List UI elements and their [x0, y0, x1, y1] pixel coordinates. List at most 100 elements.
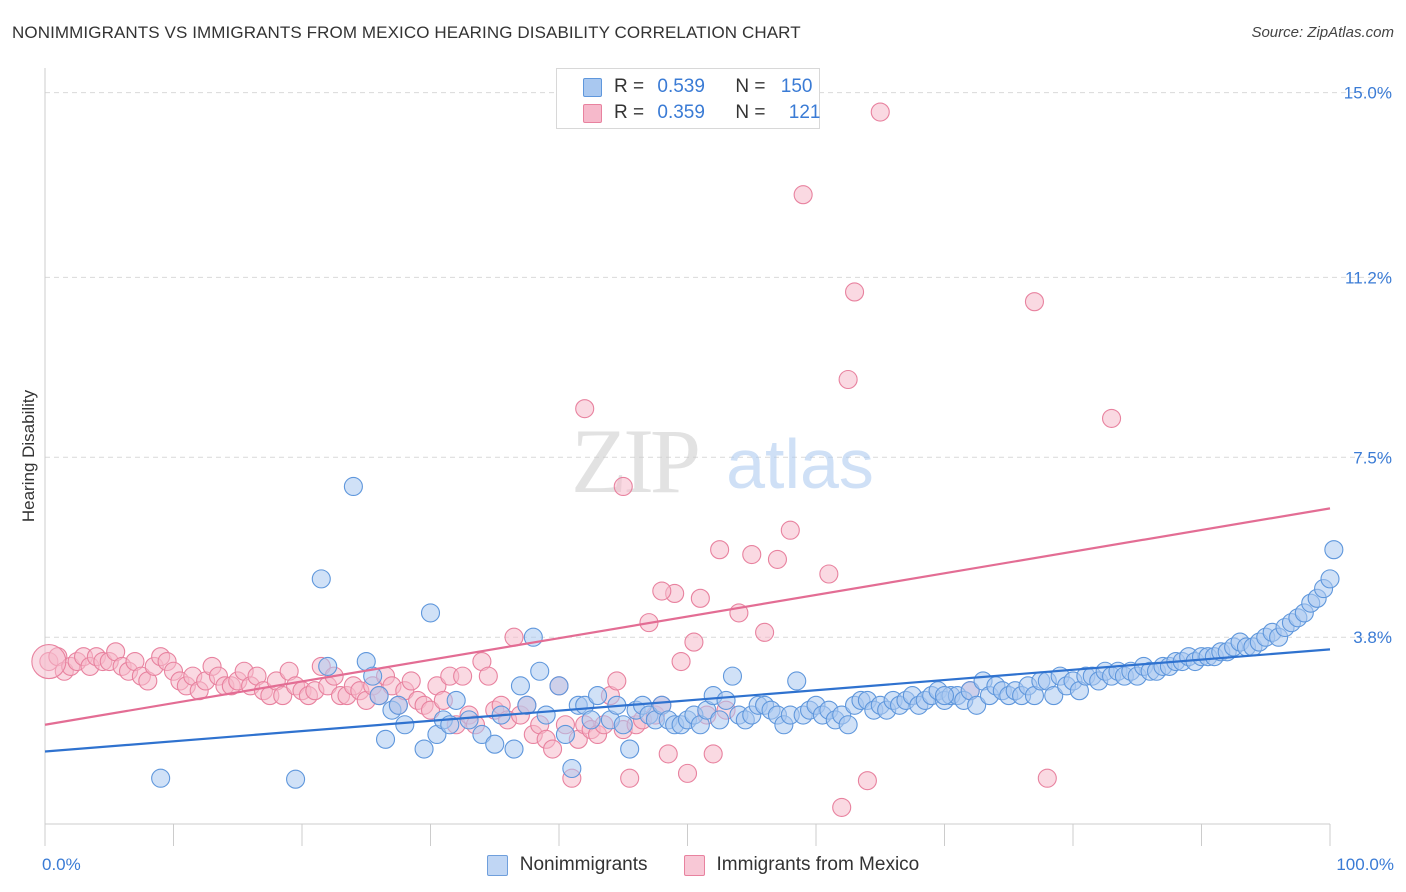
legend-swatch-blue: [583, 77, 602, 97]
y-axis-title: Hearing Disability: [19, 389, 38, 522]
immigrants-point: [504, 627, 524, 647]
immigrants-point: [857, 771, 877, 791]
immigrants-point: [620, 768, 640, 788]
immigrants-point: [780, 520, 800, 540]
immigrants-point: [690, 588, 710, 608]
nonimmigrants-point: [504, 739, 524, 759]
legend-swatch-blue: [486, 854, 508, 876]
nonimmigrants-point: [838, 715, 858, 735]
immigrants-point: [767, 549, 788, 569]
axes: [44, 68, 1331, 846]
nonimmigrants-point: [620, 739, 640, 759]
nonimmigrants-point: [530, 661, 550, 681]
immigrants-point: [273, 686, 293, 706]
legend-r-value: 0.539: [657, 76, 705, 97]
nonimmigrants-point: [395, 715, 415, 735]
immigrants-point: [844, 282, 865, 302]
legend-item-nonimmigrants: Nonimmigrants: [486, 854, 648, 876]
immigrants-point: [710, 540, 730, 560]
immigrants-point: [575, 399, 595, 419]
immigrants-point: [543, 739, 563, 759]
nonimmigrants-point: [420, 603, 441, 623]
legend-n-value: 150: [780, 76, 813, 97]
immigrants-point: [31, 643, 67, 680]
immigrants-point: [652, 581, 672, 601]
nonimmigrants-point: [369, 686, 389, 706]
nonimmigrants-point: [446, 690, 466, 710]
immigrants-trend-line: [44, 507, 1331, 726]
y-tick-label: 15.0%: [1344, 84, 1392, 103]
nonimmigrants-point: [722, 666, 743, 686]
immigrants-point: [742, 544, 762, 565]
nonimmigrants-trend-line: [44, 648, 1331, 753]
immigrants-point: [401, 671, 421, 691]
legend-row-immigrants: R = 0.359 N = 121: [583, 102, 820, 124]
legend-r-label: R =: [614, 76, 650, 97]
immigrants-point: [838, 369, 858, 390]
immigrants-point: [671, 651, 691, 672]
immigrants-point: [793, 185, 813, 205]
nonimmigrants-point: [581, 710, 601, 730]
nonimmigrants-point: [485, 734, 505, 754]
legend-swatch-pink: [583, 103, 602, 123]
nonimmigrants-point: [555, 724, 575, 745]
immigrants-point: [832, 797, 852, 817]
legend-label-immigrants: Immigrants from Mexico: [716, 854, 920, 875]
immigrants-point: [607, 671, 627, 691]
legend-item-immigrants: Immigrants from Mexico: [683, 854, 920, 876]
immigrants-point: [613, 476, 633, 497]
legend-row-nonimmigrants: R = 0.539 N = 150: [583, 76, 812, 98]
immigrants-point: [420, 700, 441, 720]
nonimmigrants-point: [613, 715, 633, 735]
nonimmigrants-point: [1044, 686, 1064, 706]
watermark-atlas: atlas: [726, 425, 874, 503]
immigrants-point: [755, 622, 775, 642]
immigrants-point: [1102, 408, 1122, 428]
x-tick-label-min: 0.0%: [42, 855, 81, 874]
immigrants-point: [658, 744, 678, 764]
nonimmigrants-point: [1320, 569, 1340, 589]
nonimmigrants-point: [286, 769, 306, 789]
immigrants-point: [703, 744, 723, 764]
nonimmigrants-point: [363, 666, 383, 686]
x-tick-labels: 0.0% 100.0%: [42, 855, 1394, 874]
nonimmigrants-point: [549, 676, 569, 696]
immigrants-point: [677, 763, 698, 783]
y-tick-label: 11.2%: [1345, 268, 1392, 287]
legend-label-nonimmigrants: Nonimmigrants: [519, 854, 648, 875]
nonimmigrants-point: [934, 686, 955, 706]
correlation-legend: R = 0.539 N = 150 R = 0.359 N = 121: [556, 68, 820, 129]
x-tick-label-max: 100.0%: [1336, 855, 1394, 874]
nonimmigrants-point: [311, 569, 331, 589]
source-label: Source: ZipAtlas.com: [1251, 24, 1394, 41]
nonimmigrants-point: [375, 729, 396, 749]
series-legend: Nonimmigrants Immigrants from Mexico: [0, 852, 1406, 878]
legend-n-value: 121: [788, 102, 821, 123]
immigrants-point: [684, 632, 704, 652]
legend-swatch-pink: [683, 854, 705, 876]
nonimmigrants-point: [587, 686, 608, 706]
nonimmigrants-point: [536, 705, 556, 725]
nonimmigrants-series-points: [151, 476, 1344, 789]
trend-lines: [44, 507, 1331, 753]
chart-title: NONIMMIGRANTS VS IMMIGRANTS FROM MEXICO …: [12, 23, 801, 42]
immigrants-point: [819, 564, 839, 584]
immigrants-point: [453, 666, 473, 686]
nonimmigrants-point: [716, 690, 736, 710]
nonimmigrants-point: [472, 724, 492, 745]
y-tick-label: 3.8%: [1353, 628, 1392, 647]
y-tick-labels: 3.8% 7.5% 11.2% 15.0%: [1344, 84, 1392, 648]
nonimmigrants-point: [318, 656, 338, 676]
legend-n-label: N =: [735, 76, 771, 97]
immigrants-point: [478, 666, 498, 686]
watermark-zip: ZIP: [571, 410, 698, 512]
nonimmigrants-point: [1324, 540, 1344, 560]
immigrants-point: [870, 102, 890, 122]
nonimmigrants-point: [459, 710, 479, 730]
nonimmigrants-point: [710, 710, 730, 730]
immigrants-point: [1037, 768, 1057, 788]
watermark: ZIP atlas: [571, 410, 874, 512]
immigrants-point: [1024, 292, 1044, 312]
y-tick-label: 7.5%: [1353, 448, 1392, 467]
